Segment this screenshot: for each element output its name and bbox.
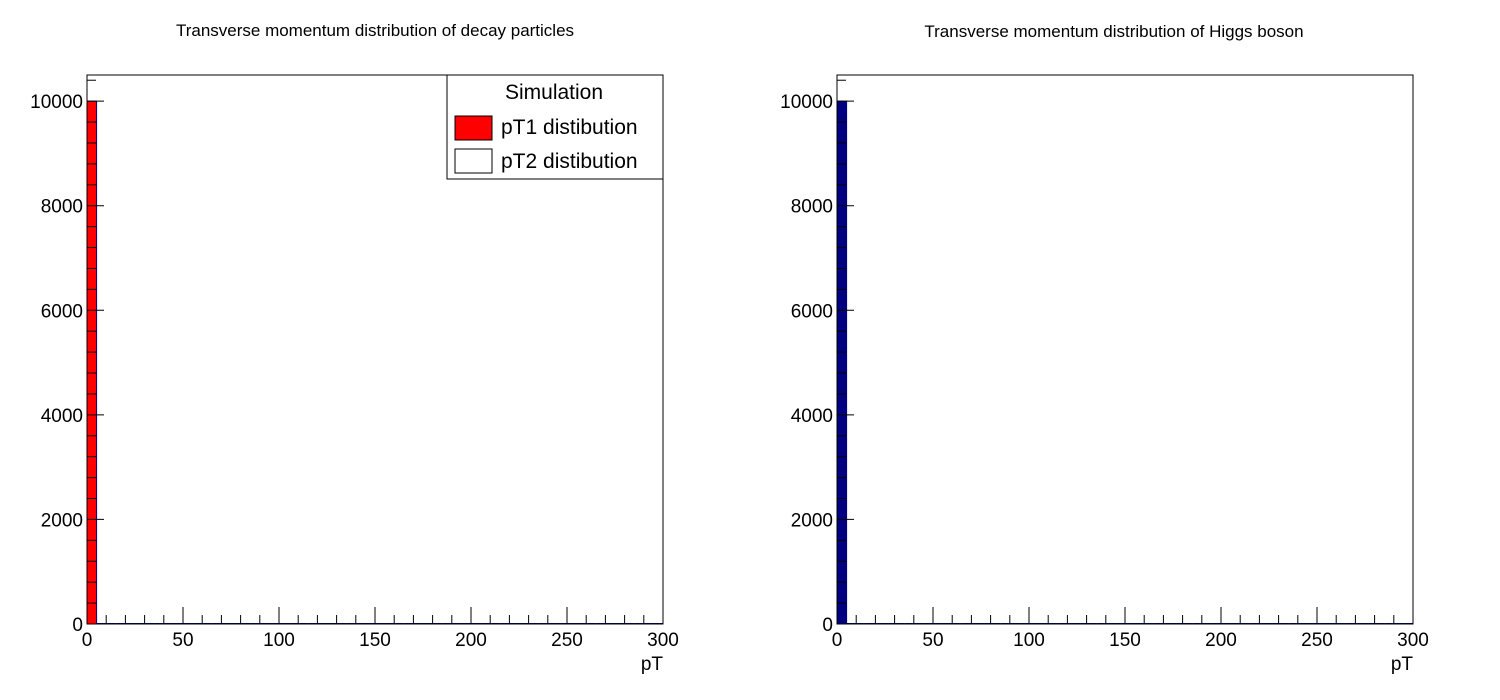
y-tick-label: 4000	[41, 406, 83, 427]
legend-swatch-pt2	[454, 148, 493, 174]
legend-label-pt2: pT2 distibution	[501, 150, 638, 173]
chart-higgs-boson: Transverse momentum distribution of Higg…	[780, 22, 1429, 675]
x-tick-label: 100	[263, 630, 295, 651]
x-tick-label: 250	[551, 630, 583, 651]
legend: Simulation pT1 distibution pT2 distibuti…	[446, 74, 664, 180]
y-axis-ticks	[837, 79, 854, 625]
x-tick-label: 200	[1205, 630, 1237, 651]
y-tick-label: 0	[822, 615, 833, 636]
y-tick-label: 2000	[41, 510, 83, 531]
x-tick-label: 300	[1397, 630, 1429, 651]
histogram-bar	[86, 100, 98, 625]
x-tick-label: 150	[1109, 630, 1141, 651]
x-tick-label: 300	[647, 630, 679, 651]
histogram-bar	[836, 100, 848, 625]
y-tick-label: 10000	[30, 92, 83, 113]
y-tick-labels: 0 2000 4000 6000 8000 10000	[30, 92, 83, 636]
y-tick-label: 0	[72, 615, 83, 636]
y-tick-label: 6000	[41, 301, 83, 322]
legend-label-pt1: pT1 distibution	[501, 116, 638, 139]
y-tick-label: 10000	[780, 92, 833, 113]
x-tick-labels: 0 50 100 150 200 250 300	[832, 630, 1429, 651]
x-axis-ticks	[836, 607, 1414, 624]
chart-title: Transverse momentum distribution of Higg…	[924, 22, 1303, 41]
y-tick-label: 4000	[791, 406, 833, 427]
chart-title: Transverse momentum distribution of deca…	[176, 21, 574, 40]
y-tick-label: 2000	[791, 510, 833, 531]
x-tick-label: 0	[832, 630, 843, 651]
chart-decay-particles: Transverse momentum distribution of deca…	[30, 21, 679, 675]
x-tick-label: 0	[82, 630, 93, 651]
y-tick-labels: 0 2000 4000 6000 8000 10000	[780, 92, 833, 636]
x-tick-label: 50	[172, 630, 193, 651]
histogram-bars	[836, 100, 1413, 625]
legend-swatch-pt1	[454, 115, 493, 141]
x-axis-title: pT	[641, 654, 664, 675]
x-tick-label: 100	[1013, 630, 1045, 651]
y-tick-label: 6000	[791, 301, 833, 322]
x-tick-labels: 0 50 100 150 200 250 300	[82, 630, 679, 651]
x-axis-title: pT	[1391, 654, 1414, 675]
x-tick-label: 50	[922, 630, 943, 651]
x-axis-ticks	[86, 607, 664, 624]
histogram-bars	[86, 100, 663, 625]
y-axis-ticks	[87, 79, 104, 625]
x-tick-label: 250	[1301, 630, 1333, 651]
plot-frame	[836, 74, 1414, 625]
y-tick-label: 8000	[41, 197, 83, 218]
x-tick-label: 200	[455, 630, 487, 651]
y-tick-label: 8000	[791, 197, 833, 218]
legend-header: Simulation	[505, 81, 603, 104]
x-tick-label: 150	[359, 630, 391, 651]
